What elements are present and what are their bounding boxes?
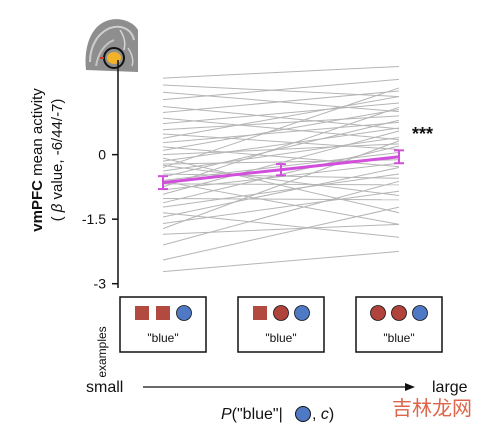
red-circle-icon xyxy=(273,305,289,321)
subject-line xyxy=(162,136,400,172)
subject-line xyxy=(162,198,400,201)
svg-text:vmPFC mean activ: vmPFC mean activity xyxy=(29,88,46,232)
subject-line xyxy=(162,87,400,169)
subject-line xyxy=(162,91,400,113)
svg-text:P("blue"|: P("blue"| xyxy=(221,406,283,423)
subject-line xyxy=(162,167,400,218)
y-tick-label: 0 xyxy=(98,147,106,163)
subject-line xyxy=(162,65,400,79)
subject-line xyxy=(162,173,400,208)
blue-circle-icon xyxy=(176,305,192,321)
subject-line xyxy=(162,106,400,188)
watermark: 吉林龙网 xyxy=(392,396,472,420)
x-title-comma: , xyxy=(312,406,321,423)
subject-line xyxy=(162,84,400,98)
subject-line xyxy=(162,206,400,261)
x-title-mid: ("blue"| xyxy=(232,406,283,423)
subject-line xyxy=(162,157,400,214)
y-ticks: 0 -1.5 -3 xyxy=(82,147,118,292)
svg-text:, c): , c) xyxy=(312,406,334,423)
y-label-open: ( xyxy=(49,216,66,221)
subject-line xyxy=(162,223,400,235)
x-title-close: ) xyxy=(329,406,334,423)
example-caption: "blue" xyxy=(147,331,178,345)
subject-line xyxy=(162,133,400,150)
subject-line xyxy=(162,102,400,125)
subject-line xyxy=(162,212,400,238)
subject-line xyxy=(162,146,400,168)
subject-line xyxy=(162,180,400,225)
subject-line xyxy=(162,143,400,156)
subject-line xyxy=(162,115,400,131)
subject-line xyxy=(162,117,400,141)
subject-line xyxy=(162,183,400,186)
subject-line xyxy=(162,190,400,224)
subject-line xyxy=(162,78,400,101)
x-label-large: large xyxy=(432,379,468,396)
subject-line xyxy=(162,108,400,151)
x-title-c: c xyxy=(321,406,329,423)
y-axis-label: vmPFC mean activity ( β value, -6/44/-7) xyxy=(29,88,66,232)
x-axis-title: P("blue"| , c) xyxy=(221,406,334,423)
red-circle-icon xyxy=(391,305,407,321)
y-tick-label: -1.5 xyxy=(82,211,106,227)
blue-circle-icon xyxy=(294,305,310,321)
significance-label: *** xyxy=(412,124,433,144)
subject-line xyxy=(162,164,400,197)
y-label-rest: mean activity xyxy=(29,88,46,176)
subject-line xyxy=(162,105,400,130)
examples-label: examples xyxy=(95,326,109,377)
subject-line xyxy=(162,180,400,246)
square-icon xyxy=(135,306,149,320)
svg-text:( β value, -6/44/: ( β value, -6/44/-7) xyxy=(49,99,66,222)
y-label-beta: β xyxy=(49,203,66,213)
square-icon xyxy=(156,306,170,320)
subject-line xyxy=(162,250,400,273)
example-caption: "blue" xyxy=(265,331,296,345)
mean-series xyxy=(158,149,404,191)
red-circle-icon xyxy=(370,305,386,321)
y-tick-label: -3 xyxy=(94,276,107,292)
arrow-head-icon xyxy=(405,383,415,391)
example-caption: "blue" xyxy=(383,331,414,345)
square-icon xyxy=(253,306,267,320)
blue-circle-icon xyxy=(412,305,428,321)
x-label-small: small xyxy=(86,379,123,396)
subject-line xyxy=(162,121,400,144)
x-title-p: P xyxy=(221,406,232,423)
y-label-bold: vmPFC xyxy=(29,180,46,232)
example-panels: "blue" "blue" "blue" xyxy=(119,296,443,353)
subject-lines xyxy=(162,65,400,273)
blue-circle-icon xyxy=(295,406,311,422)
subject-line xyxy=(162,127,400,162)
brain-inset-icon xyxy=(84,18,138,72)
y-label-tail: value, -6/44/-7) xyxy=(49,99,66,200)
